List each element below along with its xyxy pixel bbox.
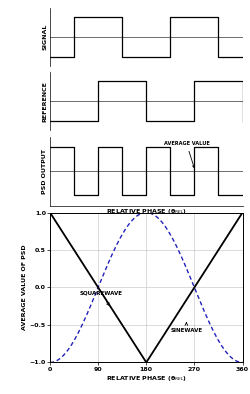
Y-axis label: SIGNAL: SIGNAL <box>42 24 47 50</box>
Y-axis label: PSD OUTPUT: PSD OUTPUT <box>42 149 47 194</box>
Text: SQUAREWAVE: SQUAREWAVE <box>80 291 122 305</box>
Text: AVERAGE VALUE: AVERAGE VALUE <box>164 141 209 168</box>
Text: SINEWAVE: SINEWAVE <box>170 323 202 333</box>
Y-axis label: REFERENCE: REFERENCE <box>42 81 47 121</box>
X-axis label: RELATIVE PHASE (θ$_{REL}$): RELATIVE PHASE (θ$_{REL}$) <box>106 374 187 383</box>
Y-axis label: AVERAGE VALUE OF PSD: AVERAGE VALUE OF PSD <box>22 245 27 330</box>
X-axis label: RELATIVE PHASE (θ$_{REL}$): RELATIVE PHASE (θ$_{REL}$) <box>106 207 187 216</box>
